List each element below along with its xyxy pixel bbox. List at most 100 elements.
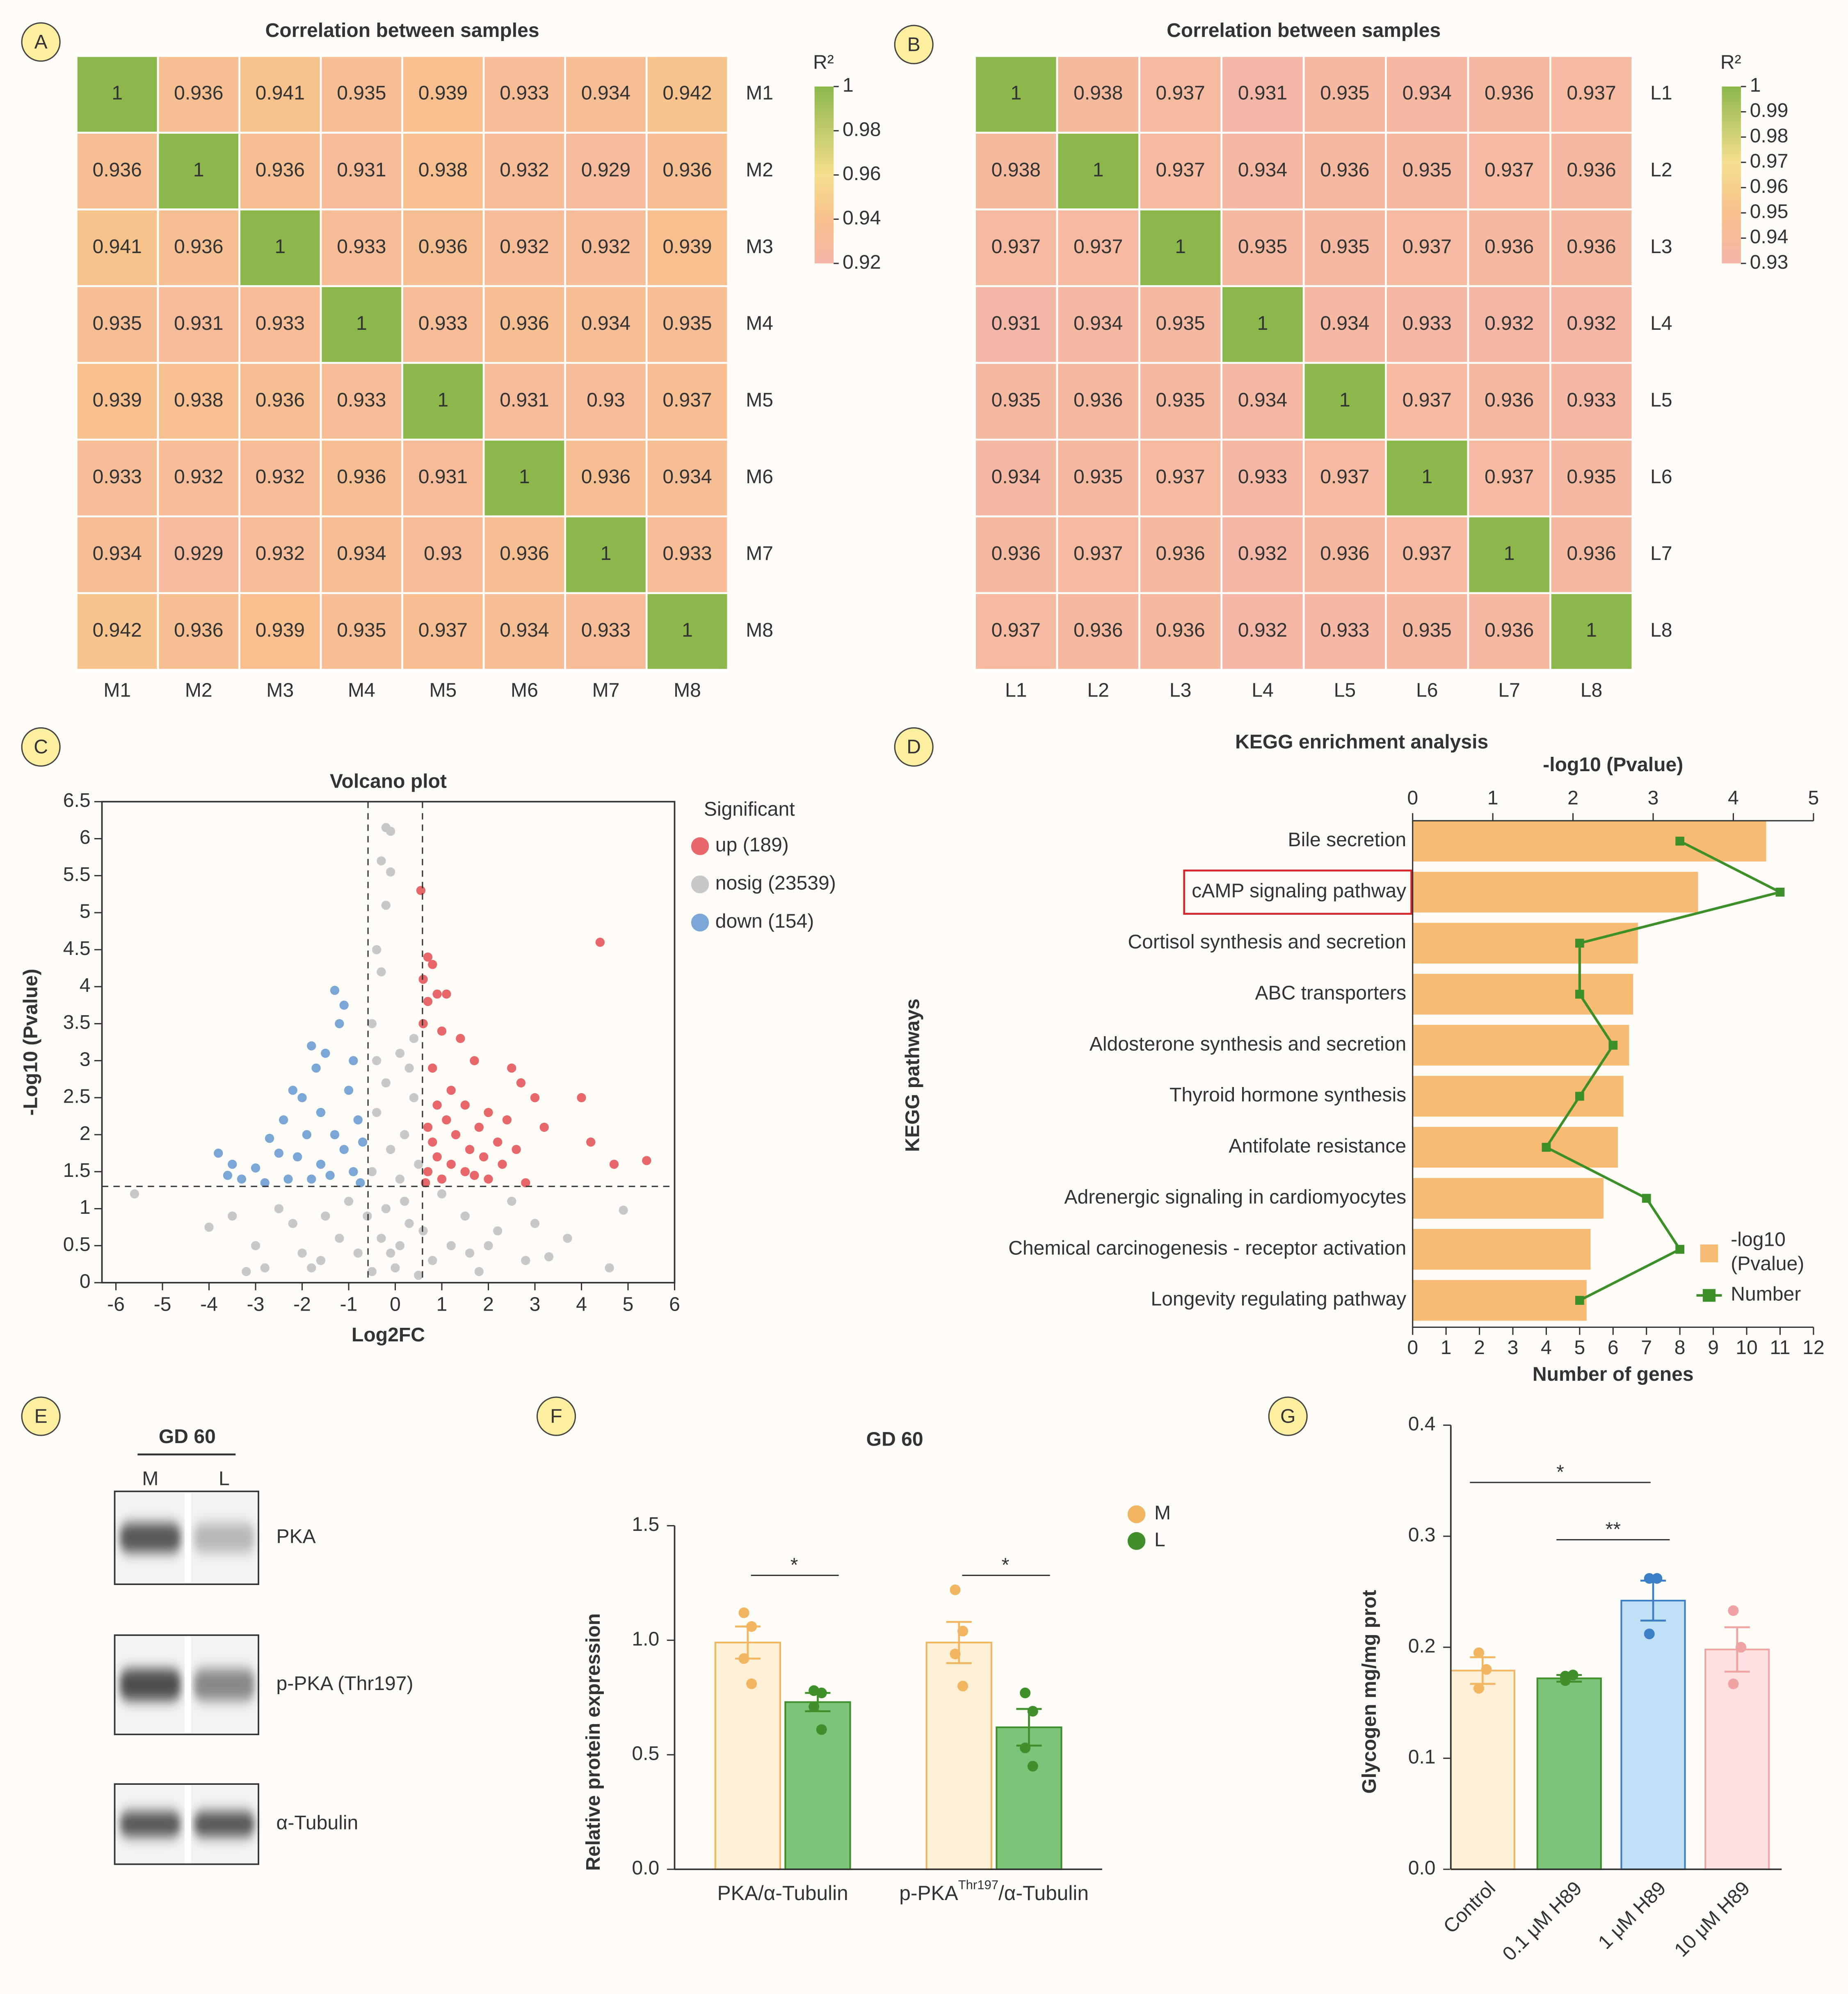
cell-label: 0.936 <box>1567 235 1616 258</box>
cell-label: 0.933 <box>500 82 549 104</box>
line-marker <box>1575 1296 1584 1305</box>
category-label: Bile secretion <box>1288 829 1407 851</box>
cell-label: 0.931 <box>1238 82 1287 104</box>
heatmap-cell <box>482 439 567 518</box>
heatmap-cell <box>157 285 240 364</box>
heatmap-cell <box>1220 439 1305 518</box>
point <box>498 1160 507 1169</box>
panel-badge <box>894 727 934 767</box>
cell-label: 0.936 <box>1485 235 1534 258</box>
row-label: M8 <box>746 619 773 641</box>
y-tick-label: 3 <box>80 1048 91 1070</box>
point <box>321 1211 330 1221</box>
cell-label: 0.935 <box>1320 235 1369 258</box>
x-tick-label: 0 <box>390 1293 401 1315</box>
cell-label: 0.936 <box>1485 619 1534 641</box>
point <box>367 1019 377 1028</box>
y-axis-label: -Log10 (Pvalue) <box>20 969 42 1116</box>
row-label: M6 <box>746 466 773 488</box>
heatmap-cell <box>157 132 240 210</box>
cell-label: 1 <box>1421 466 1432 488</box>
y-tick-label: 0.2 <box>1408 1635 1436 1657</box>
column-label: L4 <box>1252 679 1273 701</box>
row-label: L6 <box>1650 466 1672 488</box>
heatmap-cell <box>238 55 322 134</box>
cell-label: 0.936 <box>1567 542 1616 564</box>
heatmap-cell <box>1220 132 1305 210</box>
legend-label: -log10 (Pvalue) <box>1731 1228 1804 1275</box>
column-label: L1 <box>1005 679 1027 701</box>
colorbar-label: R² <box>1720 51 1741 73</box>
cell-label: 1 <box>1093 159 1104 181</box>
x-tick-label: -4 <box>200 1293 218 1315</box>
category-label: Longevity regulating pathway <box>1151 1288 1406 1310</box>
row-label: L7 <box>1650 542 1672 564</box>
panel-badge <box>21 1396 61 1436</box>
point <box>423 1167 433 1176</box>
point <box>414 1160 423 1169</box>
bar <box>1412 1178 1604 1219</box>
cell-label: 0.93 <box>587 389 625 411</box>
colorbar <box>814 86 834 264</box>
heatmap-cell <box>645 439 729 518</box>
cell-label: 0.93 <box>424 542 462 564</box>
cell-label: 0.937 <box>991 235 1041 258</box>
point <box>391 1263 400 1273</box>
legend-label-line: (Pvalue) <box>1731 1252 1804 1275</box>
cell-label: 0.937 <box>1156 466 1205 488</box>
point <box>421 1178 430 1188</box>
heatmap-cell <box>564 362 648 441</box>
point <box>330 986 340 995</box>
significance-label: * <box>1556 1461 1564 1483</box>
row-label: L1 <box>1650 82 1672 104</box>
category-label: Cortisol synthesis and secretion <box>1128 931 1406 953</box>
x-tick-label: 1 <box>436 1293 448 1315</box>
blot-band <box>193 1523 255 1553</box>
point <box>293 1152 302 1162</box>
point <box>297 1093 307 1103</box>
point <box>260 1263 270 1273</box>
x-tick-label: p-PKAThr197/α-Tubulin <box>899 1878 1089 1905</box>
point <box>605 1263 614 1273</box>
cell-label: 0.937 <box>1156 82 1205 104</box>
cell-label: 0.929 <box>174 542 223 564</box>
cell-label: 0.937 <box>1485 159 1534 181</box>
point <box>325 1171 335 1180</box>
heatmap-cell <box>401 132 485 210</box>
cell-label: 0.937 <box>1320 466 1369 488</box>
chart-title: Correlation between samples <box>265 19 539 41</box>
point <box>530 1093 540 1103</box>
point <box>442 1115 451 1125</box>
x-tick-label: 2 <box>1567 787 1578 809</box>
data-point <box>1728 1605 1739 1616</box>
colorbar-tick-label: 0.94 <box>843 207 881 229</box>
legend-swatch <box>1700 1244 1718 1263</box>
panel-badge <box>1268 1396 1308 1436</box>
cell-label: 0.937 <box>1567 82 1616 104</box>
cell-label: 0.935 <box>991 389 1041 411</box>
lane-gap <box>185 1636 191 1734</box>
x-tick-label: -5 <box>154 1293 171 1315</box>
data-point <box>1020 1743 1031 1754</box>
bar <box>1450 1670 1515 1871</box>
point <box>344 1197 354 1206</box>
heatmap-cell <box>157 208 240 287</box>
data-point <box>1728 1678 1739 1690</box>
data-point <box>1652 1573 1663 1584</box>
point <box>437 1026 447 1036</box>
line-marker <box>1575 989 1584 999</box>
point <box>414 1270 423 1280</box>
x2-tick-label: 10 <box>1736 1336 1757 1359</box>
cell-label: 1 <box>1175 235 1186 258</box>
x2-axis-label: Number of genes <box>1533 1363 1694 1385</box>
data-point <box>950 1649 961 1660</box>
y-tick-label: 2.5 <box>63 1085 91 1108</box>
category-label: Thyroid hormone synthesis <box>1170 1084 1406 1106</box>
point <box>451 1130 461 1140</box>
point <box>609 1160 619 1169</box>
x-tick-label: Control <box>1439 1877 1500 1938</box>
bar <box>1620 1599 1686 1871</box>
cell-label: 1 <box>1504 542 1515 564</box>
data-point <box>1473 1683 1485 1694</box>
data-point <box>809 1701 820 1712</box>
